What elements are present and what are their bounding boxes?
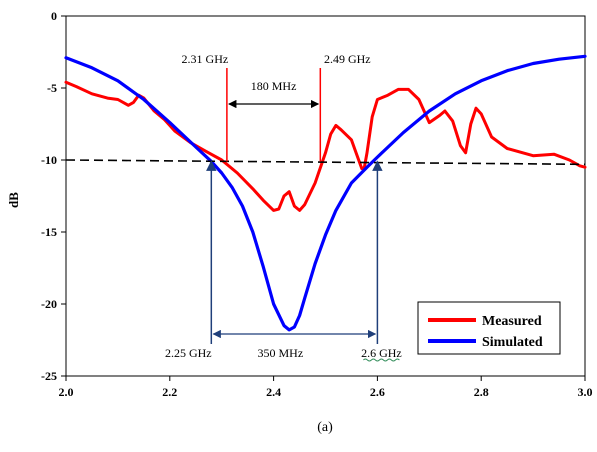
y-axis: 0 -5 -10 -15 -20 -25 — [41, 9, 66, 383]
annotation-layer — [65, 68, 586, 362]
x-tick-label: 2.2 — [162, 385, 177, 399]
y-tick-label: 0 — [51, 9, 57, 23]
annotation-top-left-freq: 2.31 GHz — [182, 52, 229, 66]
annotation-top-right-freq: 2.49 GHz — [324, 52, 371, 66]
x-tick-label: 2.4 — [266, 385, 281, 399]
legend: Measured Simulated — [417, 301, 561, 355]
series-layer — [64, 54, 587, 332]
series-line-simulated — [64, 54, 587, 332]
y-tick-label: -10 — [41, 153, 57, 167]
annotation-bottom-left-freq: 2.25 GHz — [165, 346, 212, 360]
x-tick-label: 2.8 — [474, 385, 489, 399]
reference-line-minus-10db — [65, 159, 586, 166]
legend-box — [417, 301, 561, 355]
x-axis: 2.0 2.2 2.4 2.6 2.8 3.0 — [59, 376, 593, 399]
x-tick-label: 3.0 — [578, 385, 593, 399]
annotation-top-bandwidth: 180 MHz — [251, 79, 297, 93]
annotation-bottom-bandwidth: 350 MHz — [258, 346, 304, 360]
plot-frame — [65, 15, 586, 377]
y-axis-title: dB — [6, 192, 21, 208]
legend-label-measured: Measured — [482, 314, 542, 329]
annotation-bottom-right-freq: 2.6 GHz — [361, 346, 402, 360]
y-tick-label: -20 — [41, 297, 57, 311]
x-tick-label: 2.6 — [370, 385, 385, 399]
y-tick-label: -25 — [41, 369, 57, 383]
legend-label-simulated: Simulated — [482, 335, 543, 350]
y-tick-label: -15 — [41, 225, 57, 239]
x-tick-label: 2.0 — [59, 385, 74, 399]
y-tick-label: -5 — [47, 81, 57, 95]
figure-caption: (a) — [317, 420, 333, 435]
spellcheck-underline — [363, 358, 400, 362]
